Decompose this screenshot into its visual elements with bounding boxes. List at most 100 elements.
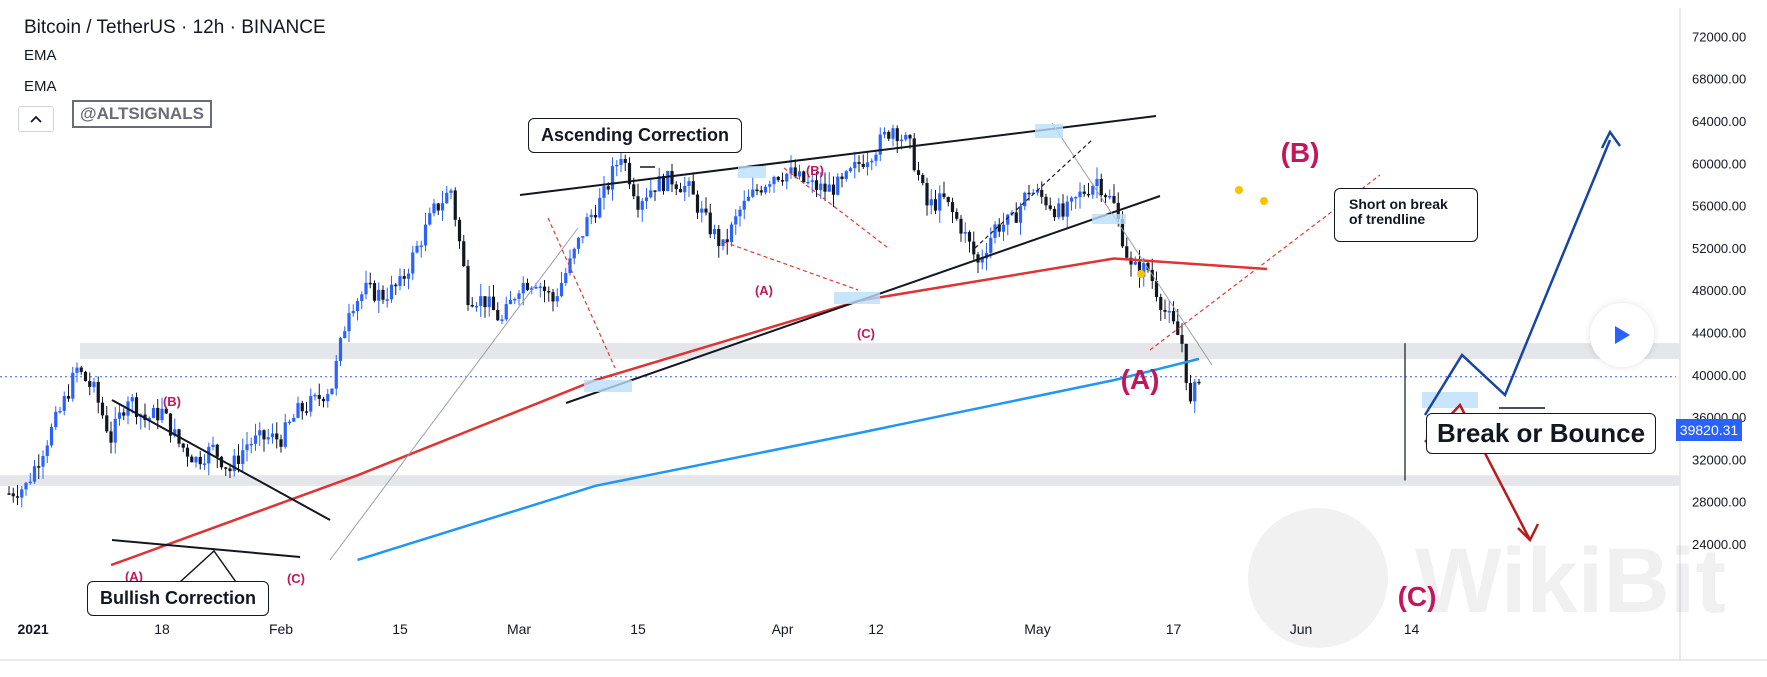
candle-body xyxy=(474,305,479,308)
candle-body xyxy=(564,273,568,284)
candle-body xyxy=(364,282,368,295)
candle-body xyxy=(381,289,385,300)
candle-body xyxy=(1167,310,1171,313)
candle-body xyxy=(368,282,372,285)
candle-body xyxy=(1031,192,1035,195)
candle-body xyxy=(1129,257,1133,265)
candle-body xyxy=(568,258,572,274)
candle-body xyxy=(632,184,636,197)
candle-body xyxy=(942,193,946,197)
candle-body xyxy=(789,167,793,174)
candle-body xyxy=(66,396,71,399)
candle-body xyxy=(266,437,270,440)
candle-body xyxy=(330,388,334,395)
wave-label-small-a-2: (A) xyxy=(755,283,773,298)
ema-indicator-label-1[interactable]: EMA xyxy=(24,47,57,64)
candle-body xyxy=(168,413,173,436)
candle-body xyxy=(874,154,878,161)
candle-body xyxy=(780,180,785,182)
x-tick-label: 18 xyxy=(154,621,170,637)
candle-body xyxy=(236,455,241,464)
x-tick-label: Mar xyxy=(507,621,531,637)
candle-body xyxy=(1163,309,1167,312)
candle-body xyxy=(865,162,870,168)
candle-body xyxy=(198,457,202,465)
x-tick-label: 2021 xyxy=(18,621,49,637)
candle-body xyxy=(827,184,831,192)
candle-body xyxy=(721,239,725,247)
collapse-indicators-button[interactable] xyxy=(18,106,54,132)
signal-dot xyxy=(1235,186,1243,194)
candle-body xyxy=(49,427,54,446)
y-tick-label: 24000.00 xyxy=(1692,537,1746,552)
candle-body xyxy=(62,396,66,411)
candle-body xyxy=(615,164,619,167)
x-tick-label: 12 xyxy=(868,621,884,637)
candle-body xyxy=(836,176,840,195)
candle-body xyxy=(181,443,185,448)
forecast-down-arrowhead xyxy=(1517,523,1540,543)
candle-body xyxy=(45,445,49,457)
candle-body xyxy=(58,410,62,413)
candle-body xyxy=(304,411,309,413)
candle-body xyxy=(644,197,649,202)
candle-body xyxy=(806,181,810,184)
candle-body xyxy=(160,408,164,421)
candle-body xyxy=(317,394,321,399)
candle-body xyxy=(156,407,160,421)
ema-indicator-label-2[interactable]: EMA xyxy=(24,78,57,95)
candle-body xyxy=(1112,196,1116,203)
y-tick-label: 48000.00 xyxy=(1692,283,1746,298)
x-tick-label: Feb xyxy=(269,621,293,637)
candle-body xyxy=(899,139,904,142)
candle-body xyxy=(385,299,389,301)
highlight-box xyxy=(1092,214,1126,224)
candle-body xyxy=(636,196,640,210)
candle-body xyxy=(1154,281,1159,298)
candle-body xyxy=(321,398,326,402)
candle-body xyxy=(797,171,802,177)
candle-body xyxy=(581,236,585,238)
resistance-zone xyxy=(80,343,1680,359)
y-tick-label: 56000.00 xyxy=(1692,199,1746,214)
candle-body xyxy=(678,189,683,193)
x-tick-label: 14 xyxy=(1404,621,1420,637)
candle-body xyxy=(687,181,691,186)
wave-label-small-b-1: (B) xyxy=(163,394,181,409)
candle-body xyxy=(100,402,105,416)
candle-body xyxy=(245,444,249,451)
candle-body xyxy=(207,446,211,464)
play-button[interactable] xyxy=(1590,303,1654,367)
candle-body xyxy=(738,209,742,217)
support-trendline-2 xyxy=(1051,122,1213,366)
candle-body xyxy=(423,224,428,246)
candle-body xyxy=(989,237,993,253)
candle-body xyxy=(436,203,440,211)
candle-body xyxy=(105,415,109,432)
y-tick-label: 64000.00 xyxy=(1692,114,1746,129)
candle-body xyxy=(470,305,474,307)
candle-body xyxy=(542,286,547,291)
triangle-lower-line xyxy=(111,539,301,558)
candle-body xyxy=(793,167,797,177)
candle-body xyxy=(653,190,657,192)
x-tick-label: 15 xyxy=(630,621,646,637)
candle-body xyxy=(164,408,168,414)
candle-body xyxy=(275,433,279,440)
wave-label-small-c-1: (C) xyxy=(287,571,305,586)
candle-body xyxy=(967,232,972,242)
candle-body xyxy=(530,287,534,291)
candle-body xyxy=(619,159,623,165)
candle-body xyxy=(742,200,746,210)
break-or-bounce-label: Break or Bounce xyxy=(1426,413,1657,454)
candle-body xyxy=(772,176,776,185)
candle-body xyxy=(466,265,470,306)
candle-body xyxy=(831,184,836,195)
candle-body xyxy=(1146,262,1150,270)
y-tick-label: 44000.00 xyxy=(1692,326,1746,341)
play-icon xyxy=(1615,326,1630,344)
candle-body xyxy=(878,134,882,155)
candle-body xyxy=(657,176,661,192)
x-tick-label: Jun xyxy=(1290,621,1313,637)
